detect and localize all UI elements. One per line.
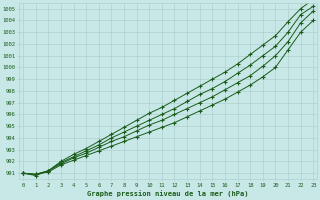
X-axis label: Graphe pression niveau de la mer (hPa): Graphe pression niveau de la mer (hPa) — [87, 190, 249, 197]
